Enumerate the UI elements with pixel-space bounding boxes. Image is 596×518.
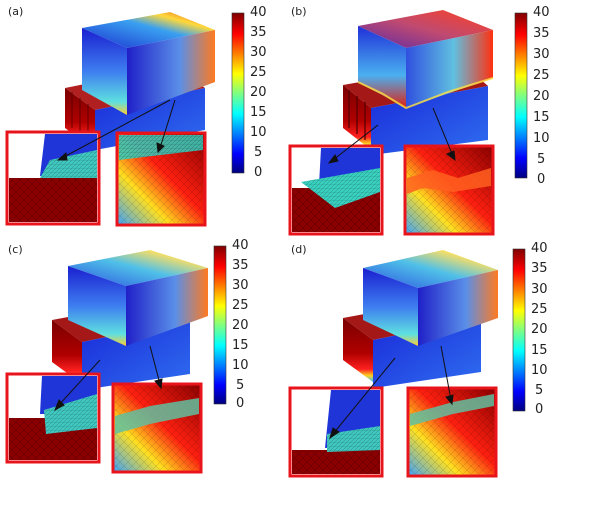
colorbar-tick: 40: [531, 241, 548, 256]
colorbar-tick: 10: [531, 363, 548, 378]
colorbar-tick: 20: [250, 85, 267, 100]
colorbar-tick: 20: [232, 318, 249, 333]
colorbar-tick: 5: [254, 145, 263, 160]
colorbar-tick: 0: [254, 165, 263, 180]
inset-tool-tip: [5, 372, 101, 464]
colorbar-tick: 0: [537, 172, 546, 187]
leader-arrows: [329, 345, 454, 440]
panel-a: (a): [0, 0, 298, 240]
simulation-figure: [5, 245, 227, 474]
colorbar-tick: 0: [535, 402, 544, 417]
inset-chip-interface: [111, 382, 203, 474]
panel-label: (d): [291, 243, 307, 256]
colorbar-tick: 15: [533, 110, 550, 125]
colorbar-tick: 5: [236, 378, 245, 393]
colorbar-tick: 30: [250, 45, 267, 60]
colorbar: [213, 245, 227, 405]
colorbar-tick: 30: [232, 278, 249, 293]
colorbar-tick: 30: [531, 282, 548, 297]
colorbar-tick: 10: [232, 358, 249, 373]
colorbar-tick: 20: [533, 89, 550, 104]
cutting-tool-block: [82, 12, 215, 115]
colorbar-tick: 30: [533, 47, 550, 62]
panel-label: (a): [8, 5, 24, 18]
colorbar: [512, 248, 526, 412]
colorbar-tick: 35: [250, 25, 267, 40]
leader-arrows: [56, 99, 176, 161]
cutting-tool-block: [363, 250, 498, 346]
colorbar-tick: 5: [537, 152, 546, 167]
simulation-figure: [288, 248, 526, 478]
colorbar-tick: 15: [531, 343, 548, 358]
simulation-figure: [5, 12, 245, 227]
colorbar-tick: 20: [531, 322, 548, 337]
colorbar-tick: 25: [232, 298, 249, 313]
colorbar-tick: 10: [533, 131, 550, 146]
panel-label: (b): [291, 5, 307, 18]
colorbar-tick: 5: [535, 383, 544, 398]
colorbar: [514, 12, 528, 179]
panel-d: (d) 40 35: [283, 238, 581, 478]
leader-arrows: [327, 107, 456, 164]
colorbar: [231, 12, 245, 174]
panel-label: (c): [8, 243, 23, 256]
colorbar-tick: 10: [250, 125, 267, 140]
panel-b: (b): [283, 0, 581, 240]
colorbar-tick: 15: [250, 105, 267, 120]
inset-tool-tip: [5, 130, 101, 226]
panel-c: (c): [0, 238, 298, 478]
colorbar-tick: 35: [232, 258, 249, 273]
colorbar-tick: 40: [232, 238, 249, 253]
colorbar-tick: 40: [250, 5, 267, 20]
colorbar-tick: 25: [250, 65, 267, 80]
colorbar-tick: 15: [232, 338, 249, 353]
cutting-tool-block: [357, 10, 494, 110]
colorbar-tick: 35: [533, 26, 550, 41]
colorbar-tick: 25: [531, 302, 548, 317]
simulation-figure: [288, 10, 528, 236]
colorbar-tick: 0: [236, 396, 245, 411]
colorbar-tick: 40: [533, 5, 550, 20]
colorbar-tick: 35: [531, 261, 548, 276]
leader-arrows: [54, 345, 163, 412]
cutting-tool-block: [68, 250, 208, 346]
inset-chip-interface: [403, 144, 495, 236]
colorbar-tick: 25: [533, 68, 550, 83]
